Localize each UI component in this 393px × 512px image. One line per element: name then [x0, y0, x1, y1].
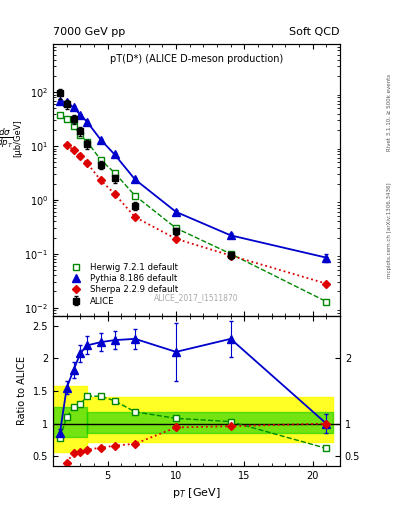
- Sherpa 2.2.9 default: [78, 153, 83, 159]
- Pythia 8.186 default: [57, 97, 62, 103]
- Pythia 8.186 default: [71, 104, 76, 111]
- Herwig 7.2.1 default: [85, 139, 90, 145]
- Legend: Herwig 7.2.1 default, Pythia 8.186 default, Sherpa 2.2.9 default, ALICE: Herwig 7.2.1 default, Pythia 8.186 defau…: [63, 260, 182, 309]
- Line: Sherpa 2.2.9 default: Sherpa 2.2.9 default: [64, 142, 329, 286]
- Herwig 7.2.1 default: [64, 116, 69, 122]
- X-axis label: p$_T$ [GeV]: p$_T$ [GeV]: [172, 486, 221, 500]
- Herwig 7.2.1 default: [99, 157, 103, 163]
- Pythia 8.186 default: [324, 254, 329, 261]
- Herwig 7.2.1 default: [78, 132, 83, 138]
- Sherpa 2.2.9 default: [133, 214, 138, 220]
- Sherpa 2.2.9 default: [324, 281, 329, 287]
- Pythia 8.186 default: [85, 119, 90, 125]
- Sherpa 2.2.9 default: [112, 191, 117, 197]
- Herwig 7.2.1 default: [71, 122, 76, 129]
- Pythia 8.186 default: [64, 99, 69, 105]
- Pythia 8.186 default: [99, 137, 103, 143]
- Pythia 8.186 default: [112, 152, 117, 158]
- Text: $\frac{d\sigma}{dp_T}$: $\frac{d\sigma}{dp_T}$: [0, 126, 14, 150]
- Line: Pythia 8.186 default: Pythia 8.186 default: [56, 97, 330, 262]
- Text: mcplots.cern.ch [arXiv:1306.3436]: mcplots.cern.ch [arXiv:1306.3436]: [387, 183, 392, 278]
- Text: pT(D*) (ALICE D-meson production): pT(D*) (ALICE D-meson production): [110, 54, 283, 65]
- Herwig 7.2.1 default: [133, 193, 138, 199]
- Text: 7000 GeV pp: 7000 GeV pp: [53, 27, 125, 37]
- Y-axis label: Ratio to ALICE: Ratio to ALICE: [17, 356, 27, 425]
- Sherpa 2.2.9 default: [64, 142, 69, 148]
- Text: Rivet 3.1.10, ≥ 500k events: Rivet 3.1.10, ≥ 500k events: [387, 74, 392, 151]
- Herwig 7.2.1 default: [112, 169, 117, 176]
- Herwig 7.2.1 default: [174, 225, 178, 231]
- Herwig 7.2.1 default: [324, 298, 329, 305]
- Text: Soft QCD: Soft QCD: [290, 27, 340, 37]
- Text: [μb/GeV]: [μb/GeV]: [13, 119, 22, 157]
- Pythia 8.186 default: [78, 112, 83, 118]
- Sherpa 2.2.9 default: [228, 252, 233, 259]
- Sherpa 2.2.9 default: [99, 177, 103, 183]
- Herwig 7.2.1 default: [57, 112, 62, 118]
- Line: Herwig 7.2.1 default: Herwig 7.2.1 default: [57, 112, 329, 305]
- Sherpa 2.2.9 default: [174, 236, 178, 242]
- Herwig 7.2.1 default: [228, 251, 233, 257]
- Pythia 8.186 default: [133, 176, 138, 182]
- Sherpa 2.2.9 default: [85, 160, 90, 166]
- Pythia 8.186 default: [228, 232, 233, 239]
- Pythia 8.186 default: [174, 209, 178, 215]
- Sherpa 2.2.9 default: [71, 147, 76, 153]
- Text: ALICE_2017_I1511870: ALICE_2017_I1511870: [154, 293, 239, 303]
